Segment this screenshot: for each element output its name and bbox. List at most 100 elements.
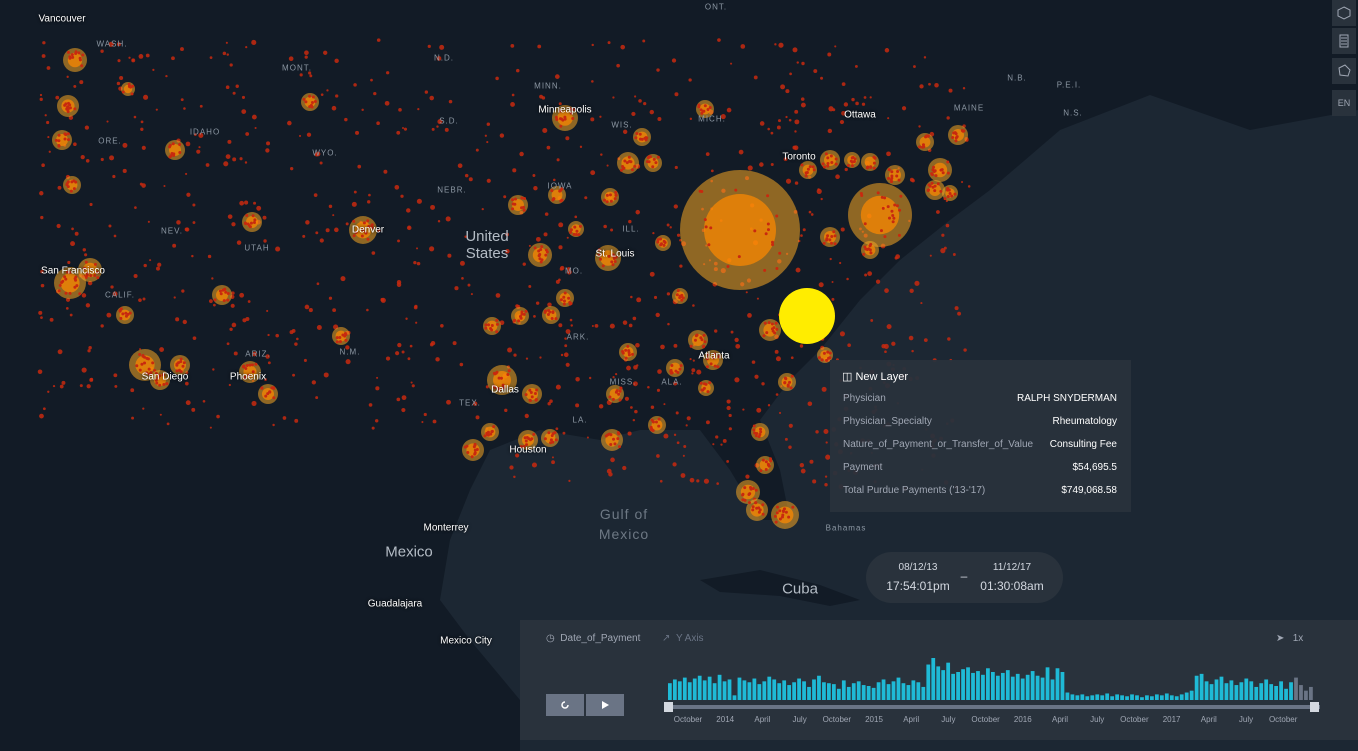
point (792, 145, 797, 150)
draw-button[interactable] (1332, 58, 1356, 84)
3d-button[interactable] (1332, 0, 1356, 26)
point (524, 439, 528, 443)
point (591, 324, 594, 328)
point (519, 444, 523, 448)
bar (1005, 670, 1010, 700)
point (182, 319, 187, 325)
point (575, 403, 580, 408)
point (48, 150, 51, 153)
point (299, 73, 303, 77)
point (761, 458, 765, 462)
cluster-core (860, 195, 900, 235)
point (41, 54, 46, 58)
point (486, 122, 491, 126)
reset-button[interactable] (546, 694, 584, 716)
point (609, 323, 615, 329)
point (547, 431, 551, 435)
legend-button[interactable] (1332, 28, 1356, 54)
point (656, 155, 660, 159)
point (615, 373, 618, 376)
point (175, 362, 179, 366)
point (77, 51, 81, 55)
point (743, 498, 747, 502)
point (794, 130, 797, 133)
point (533, 185, 538, 191)
point (839, 119, 845, 125)
bar (1229, 680, 1234, 700)
point (176, 220, 181, 225)
bar (668, 683, 672, 700)
point (492, 425, 496, 429)
bar (1214, 679, 1219, 700)
time-filter-panel: ◷ Date_of_Payment ↗ Y Axis ➤ 1x October 2… (520, 620, 1358, 740)
point (862, 252, 866, 256)
point (275, 246, 281, 252)
point (316, 282, 320, 286)
point (568, 479, 571, 482)
tooltip: ◫ New Layer Physician RALPH SNYDERMAN Phys… (830, 360, 1131, 512)
point (287, 120, 292, 126)
point (501, 383, 505, 387)
bar (881, 679, 886, 700)
point (248, 363, 252, 367)
point (466, 450, 470, 454)
point (577, 233, 581, 237)
point (400, 194, 404, 198)
point (416, 247, 419, 250)
point (63, 275, 67, 279)
point (46, 120, 50, 125)
point (560, 265, 565, 271)
point (627, 351, 631, 355)
point (627, 353, 631, 357)
point (305, 220, 310, 225)
separator: – (960, 569, 968, 583)
point (562, 431, 566, 435)
point (239, 200, 245, 206)
point (401, 350, 405, 354)
bar (871, 687, 876, 700)
point (168, 143, 172, 147)
point (794, 109, 799, 114)
point (290, 167, 294, 171)
point (550, 189, 554, 193)
point (737, 255, 741, 259)
point (81, 53, 85, 57)
bar (1055, 668, 1060, 700)
point (629, 160, 633, 164)
field-selector[interactable]: ◷ Date_of_Payment (546, 633, 641, 644)
play-button[interactable] (586, 694, 624, 716)
point (194, 133, 197, 136)
point (66, 110, 70, 114)
point (752, 424, 756, 428)
point (78, 292, 82, 296)
language-button[interactable]: EN (1332, 90, 1356, 116)
point (63, 132, 67, 136)
point (371, 426, 375, 430)
point (546, 313, 550, 317)
point (887, 168, 891, 172)
bar (941, 670, 946, 700)
point (754, 488, 758, 492)
point (519, 151, 524, 157)
point (799, 344, 804, 348)
bar (961, 669, 965, 700)
point (272, 386, 276, 390)
bar (1065, 692, 1070, 700)
bar (1100, 695, 1105, 700)
speed-control[interactable]: ➤ 1x (1276, 633, 1304, 644)
point (755, 431, 759, 435)
point (696, 479, 700, 483)
point (63, 137, 67, 141)
point (751, 505, 755, 509)
point (73, 142, 77, 147)
point (553, 431, 557, 435)
point (601, 264, 605, 268)
point (376, 376, 379, 379)
point (895, 204, 899, 208)
point (816, 188, 822, 194)
bar (1269, 684, 1274, 700)
y-axis-selector[interactable]: ↗ Y Axis (662, 633, 704, 644)
point (946, 195, 950, 199)
selected-point (779, 288, 835, 344)
point (513, 353, 517, 357)
